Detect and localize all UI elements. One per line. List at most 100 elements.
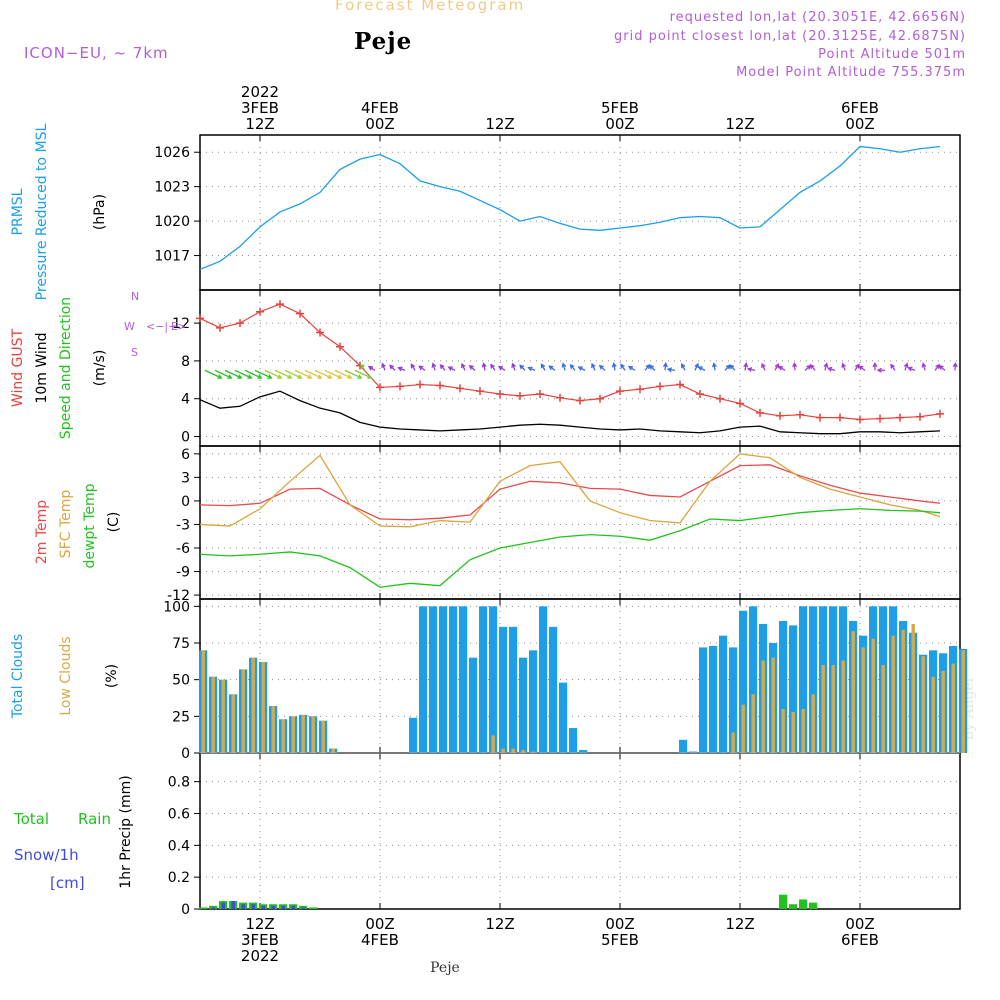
low-cloud-bar: [931, 676, 935, 753]
gust-marker: [396, 382, 404, 391]
bottom-time-label: 4FEB: [361, 931, 399, 949]
wind-direction-arrow: [858, 365, 866, 371]
pressure-line: [199, 145, 941, 270]
model-label: ICON−EU, ~ 7km: [24, 44, 169, 62]
low-cloud-bar: [511, 748, 515, 753]
wind-direction-arrow: [284, 369, 303, 379]
total-cloud-bar: [809, 606, 818, 753]
wind-direction-arrow: [934, 363, 941, 371]
wind-speed-line: [199, 390, 941, 435]
wind-direction-arrow: [360, 363, 366, 371]
snow-label: Snow/1h: [14, 846, 79, 864]
y-tick-label: 0: [181, 430, 190, 446]
total-cloud-bar: [419, 606, 428, 753]
total-cloud-bar: [749, 606, 758, 753]
wind-direction-arrow: [439, 363, 446, 371]
total-cloud-bar: [689, 751, 698, 753]
snow-bar: [301, 907, 306, 909]
y-tick-label: 50: [172, 673, 190, 689]
wind-direction-arrow: [389, 364, 396, 371]
wind-direction-arrow: [224, 369, 243, 379]
panel-frame: [199, 134, 961, 291]
total-cloud-bar: [489, 606, 498, 753]
low-cloud-bar: [801, 709, 805, 753]
low-cloud-bar: [741, 704, 745, 753]
bottom-time-label: 12Z: [245, 915, 274, 933]
total-cloud-bar: [779, 621, 788, 753]
rain-bar: [779, 894, 788, 909]
low-cloud-bar: [311, 716, 315, 753]
y-tick-label: 100: [163, 599, 190, 615]
gust-line: [199, 303, 941, 421]
gust-marker: [936, 409, 944, 418]
bottom-time-label: 2022: [241, 947, 279, 965]
gust-marker: [836, 413, 844, 422]
low-cloud-bar: [911, 623, 915, 753]
low-cloud-bar: [521, 750, 525, 753]
y-tick-label: -9: [176, 565, 190, 581]
gust-marker: [376, 383, 384, 392]
low-cloud-bar: [791, 711, 795, 753]
wind-direction-arrow: [354, 369, 373, 379]
gust-marker: [516, 391, 524, 400]
clouds-unit: (%): [104, 664, 120, 688]
pressure-unit: (hPa): [92, 194, 108, 230]
wind-direction-arrow: [461, 362, 466, 371]
wind-direction-arrow: [468, 364, 476, 371]
wind-direction-arrow: [890, 363, 896, 371]
y-tick-label: 0.4: [168, 838, 190, 854]
total-cloud-bar: [509, 626, 518, 753]
wind-direction-arrow: [841, 362, 847, 371]
y-tick-label: 0.8: [168, 775, 190, 791]
temp-unit: (C): [106, 512, 122, 533]
dewpt-line: [199, 508, 941, 588]
total-cloud-bar: [499, 626, 508, 753]
snow-bar: [231, 901, 236, 909]
top-time-label: 12Z: [485, 115, 514, 133]
wind-direction-arrow: [410, 363, 416, 371]
wind-direction-arrow: [397, 366, 406, 372]
temp-2m-label: 2m Temp: [34, 500, 50, 564]
y-tick-label: 0: [181, 902, 190, 918]
compass-west: W: [124, 320, 135, 333]
y-tick-label: 1020: [154, 214, 190, 230]
wind-direction-arrow: [591, 362, 596, 371]
low-clouds-label: Low Clouds: [58, 636, 74, 715]
total-cloud-bar: [569, 728, 578, 753]
low-cloud-bar: [211, 676, 215, 753]
total-clouds-label: Total Clouds: [10, 634, 26, 719]
low-cloud-bar: [491, 735, 495, 753]
wind-direction-arrow: [527, 366, 536, 372]
low-cloud-bar: [841, 660, 845, 753]
top-time-label: 4FEB: [361, 99, 399, 117]
low-cloud-bar: [271, 706, 275, 753]
wind-direction-arrow: [497, 365, 506, 371]
y-tick-label: -12: [167, 588, 190, 604]
snow-bar: [241, 904, 246, 909]
low-cloud-bar: [281, 719, 285, 753]
low-cloud-bar: [871, 638, 875, 753]
snow-bar: [251, 904, 256, 909]
wind-direction-arrow: [214, 369, 233, 379]
total-cloud-bar: [439, 606, 448, 753]
low-cloud-bar: [241, 669, 245, 753]
point-altitude: Point Altitude 501m: [818, 47, 966, 62]
wind-direction-arrow: [274, 369, 293, 379]
wind-direction-arrow: [627, 365, 636, 371]
wind-direction-arrow: [903, 362, 909, 371]
model-altitude: Model Point Altitude 755.375m: [736, 65, 966, 80]
wind-direction-arrow: [827, 366, 836, 372]
gust-marker: [596, 394, 604, 403]
grid-point-coords: grid point closest lon,lat (20.3125E, 42…: [614, 29, 966, 44]
total-cloud-bar: [559, 682, 568, 753]
low-cloud-bar: [891, 635, 895, 753]
pressure-label-long: Pressure Reduced to MSL: [34, 123, 50, 300]
low-cloud-bar: [301, 714, 305, 753]
bottom-time-label: 00Z: [845, 915, 874, 933]
compass-east: E: [171, 320, 178, 333]
gust-marker: [436, 381, 444, 390]
gust-marker: [796, 410, 804, 419]
wind-direction-arrow: [244, 369, 263, 379]
low-cloud-bar: [811, 694, 815, 753]
